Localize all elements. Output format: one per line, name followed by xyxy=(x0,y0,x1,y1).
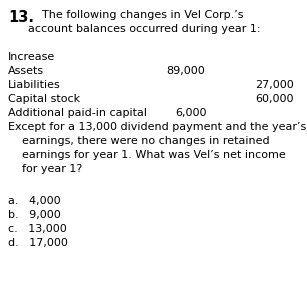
Text: Increase: Increase xyxy=(8,52,55,62)
Text: for year 1?: for year 1? xyxy=(22,164,82,174)
Text: earnings, there were no changes in retained: earnings, there were no changes in retai… xyxy=(22,136,270,146)
Text: 60,000: 60,000 xyxy=(255,94,293,104)
Text: a.   4,000: a. 4,000 xyxy=(8,196,60,206)
Text: earnings for year 1. What was Vel’s net income: earnings for year 1. What was Vel’s net … xyxy=(22,150,286,160)
Text: 13.: 13. xyxy=(8,10,34,25)
Text: b.   9,000: b. 9,000 xyxy=(8,210,61,220)
Text: d.   17,000: d. 17,000 xyxy=(8,238,68,248)
Text: Capital stock: Capital stock xyxy=(8,94,80,104)
Text: Additional paid-in capital: Additional paid-in capital xyxy=(8,108,147,118)
Text: Except for a 13,000 dividend payment and the year’s: Except for a 13,000 dividend payment and… xyxy=(8,122,306,132)
Text: account balances occurred during year 1:: account balances occurred during year 1: xyxy=(28,24,261,34)
Text: The following changes in Vel Corp.’s: The following changes in Vel Corp.’s xyxy=(42,10,243,20)
Text: 89,000: 89,000 xyxy=(166,66,205,76)
Text: Liabilities: Liabilities xyxy=(8,80,61,90)
Text: 27,000: 27,000 xyxy=(255,80,294,90)
Text: c.   13,000: c. 13,000 xyxy=(8,224,67,234)
Text: 6,000: 6,000 xyxy=(175,108,207,118)
Text: Assets: Assets xyxy=(8,66,44,76)
